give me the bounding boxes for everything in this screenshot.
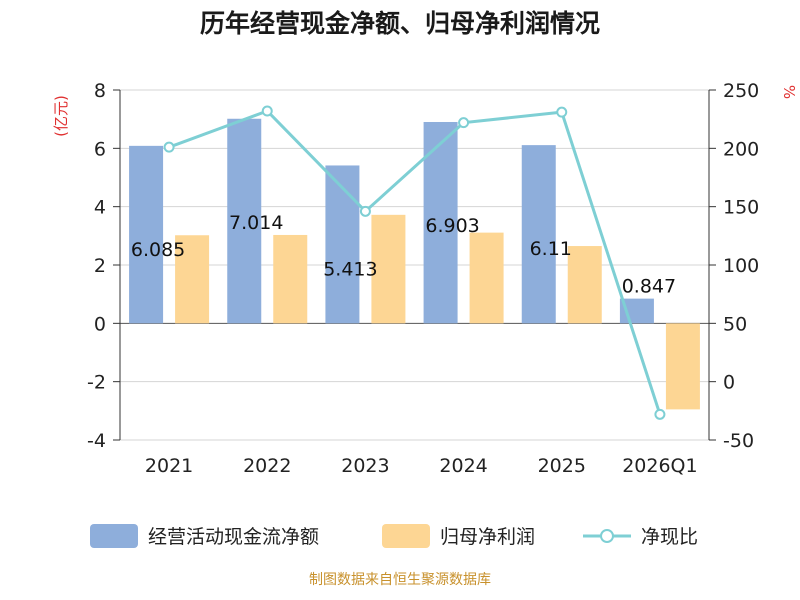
left-tick-label: -4: [87, 430, 106, 452]
profit-bar: [469, 232, 504, 324]
axes: -4 -2 0 2 4 6 8 -50 0 50 100 150 200 250: [87, 80, 759, 452]
bars: [129, 118, 700, 410]
x-category-label: 2022: [243, 455, 291, 477]
ratio-line-group: [163, 105, 666, 420]
data-labels: 6.085 7.014 5.413 6.903 6.11 0.847: [131, 212, 676, 298]
data-label: 0.847: [622, 276, 676, 298]
cashflow-bar: [227, 118, 262, 324]
ratio-point: [261, 105, 273, 117]
data-label: 6.903: [425, 215, 479, 237]
x-category-label: 2024: [439, 455, 487, 477]
left-tick-label: 2: [94, 255, 106, 277]
legend-swatch-cashflow: [90, 524, 138, 548]
profit-bar: [175, 235, 210, 324]
left-axis-label: (亿元): [52, 95, 70, 137]
source-note: 制图数据来自恒生聚源数据库: [309, 572, 491, 588]
x-category-label: 2025: [538, 455, 586, 477]
left-tick-label: 6: [94, 138, 106, 160]
right-tick-label: 50: [723, 313, 747, 335]
profit-bar: [273, 234, 308, 324]
legend-marker-ratio: [600, 529, 614, 543]
data-label: 7.014: [229, 212, 283, 234]
ratio-point: [163, 141, 175, 153]
ratio-point: [556, 106, 568, 118]
profit-bar: [665, 323, 700, 410]
data-label: 6.085: [131, 239, 185, 261]
ratio-point: [458, 117, 470, 129]
gridlines: [120, 89, 709, 441]
right-tick-label: 200: [723, 138, 759, 160]
x-category-label: 2021: [145, 455, 193, 477]
profit-bar: [567, 246, 602, 324]
legend-label-cashflow: 经营活动现金流净额: [148, 526, 319, 548]
legend-label-profit: 归母净利润: [440, 526, 535, 548]
cashflow-bar: [325, 165, 360, 324]
data-label: 5.413: [323, 258, 377, 280]
ratio-line: [168, 109, 662, 415]
right-tick-label: -50: [723, 430, 754, 452]
legend-label-ratio: 净现比: [641, 526, 698, 548]
ratio-point: [359, 205, 371, 217]
left-tick-label: 4: [94, 197, 106, 219]
right-axis-label: %: [780, 85, 798, 99]
cashflow-bar: [129, 145, 164, 324]
left-tick-label: 8: [94, 80, 106, 102]
right-tick-label: 250: [723, 80, 759, 102]
right-tick-label: 150: [723, 197, 759, 219]
left-tick-label: 0: [94, 313, 106, 335]
left-tick-label: -2: [87, 372, 106, 394]
right-tick-label: 100: [723, 255, 759, 277]
data-label: 6.11: [530, 238, 572, 260]
right-tick-label: 0: [723, 372, 735, 394]
cashflow-bar: [521, 145, 556, 324]
x-categories: 2021 2022 2023 2024 2025 2026Q1: [145, 455, 698, 477]
chart-title: 历年经营现金净额、归母净利润情况: [200, 9, 600, 38]
x-category-label: 2023: [341, 455, 389, 477]
x-category-label: 2026Q1: [622, 455, 697, 477]
legend-swatch-profit: [382, 524, 430, 548]
legend: 经营活动现金流净额 归母净利润 净现比: [90, 524, 698, 548]
ratio-point: [654, 408, 666, 420]
profit-bar: [371, 214, 406, 324]
